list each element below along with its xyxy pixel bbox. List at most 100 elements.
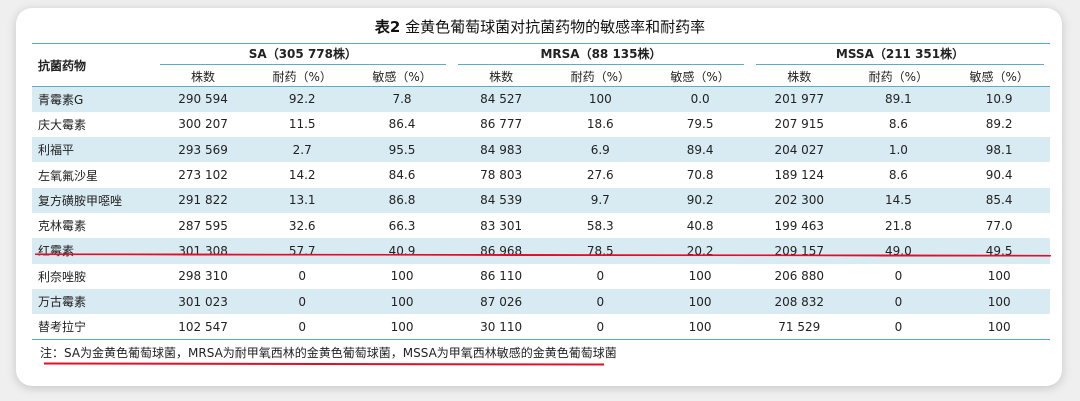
drug-name: 替考拉宁 [32, 314, 154, 340]
cell: 206 880 [774, 269, 825, 284]
cell: 8.6 [888, 117, 908, 132]
subheader-resistant: 耐药（%） [570, 69, 630, 84]
cell: 287 595 [178, 218, 228, 233]
cell: 86.4 [388, 117, 416, 132]
cell: 209 157 [750, 238, 849, 264]
table-row: 利奈唑胺 298 310 0 100 86 110 0 100 206 880 0 100 [32, 264, 1050, 289]
cell: 27.6 [586, 168, 614, 183]
cell: 78.5 [550, 238, 651, 264]
group-header-mrsa: MRSA（88 135株） [451, 43, 751, 66]
drug-name: 克林霉素 [38, 219, 87, 234]
cell: 89.2 [985, 117, 1013, 132]
cell: 291 822 [153, 187, 253, 213]
cell: 0 [848, 288, 949, 315]
cell: 85.4 [948, 187, 1050, 213]
cell: 189 124 [774, 168, 825, 183]
cell: 273 102 [178, 168, 228, 183]
drug-name: 复方磺胺甲噁唑 [32, 187, 154, 213]
cell: 57.7 [252, 238, 353, 264]
cell: 100 [987, 269, 1011, 284]
cell: 1.0 [848, 137, 949, 163]
cell: 298 310 [178, 269, 228, 284]
data-table: 抗菌药物 SA（305 778株） MRSA（88 135株） MSSA（211… [32, 43, 1050, 340]
cell: 102 547 [153, 314, 253, 340]
cell: 208 832 [750, 288, 849, 315]
cell: 86 968 [451, 238, 551, 264]
cell: 98.1 [948, 137, 1050, 163]
cell: 6.9 [550, 137, 651, 163]
drug-name: 庆大霉素 [38, 117, 87, 132]
cell: 14.2 [288, 168, 316, 183]
table-row: 替考拉宁 102 547 0 100 30 110 0 100 71 529 0 100 [32, 314, 1050, 340]
cell: 100 [688, 269, 712, 284]
cell: 90.2 [650, 187, 751, 213]
cell: 0.0 [650, 85, 751, 112]
cell: 0 [550, 314, 651, 340]
cell: 202 300 [750, 187, 849, 213]
cell: 18.6 [586, 117, 614, 132]
cell: 90.4 [985, 168, 1013, 183]
table-row: 利福平 293 569 2.7 95.5 84 983 6.9 89.4 204 027… [32, 137, 1050, 163]
drug-name: 青霉素G [32, 85, 154, 112]
cell: 84 983 [451, 137, 551, 163]
drug-name: 利奈唑胺 [38, 269, 87, 284]
subheader-resistant: 耐药（%） [868, 69, 929, 84]
cell: 20.2 [650, 238, 751, 264]
cell: 0 [252, 288, 353, 315]
cell: 58.3 [586, 218, 614, 233]
cell: 86 777 [480, 117, 523, 132]
cell: 9.7 [550, 187, 651, 213]
table-body: 青霉素G 290 594 92.2 7.8 84 527 100 0.0 201 977… [32, 85, 1050, 340]
cell: 89.4 [650, 137, 751, 163]
cell: 21.8 [885, 218, 912, 233]
cell: 77.0 [985, 218, 1013, 233]
cell: 100 [352, 314, 452, 340]
cell: 100 [650, 288, 751, 315]
cell: 30 110 [451, 314, 551, 340]
cell: 71 529 [750, 314, 849, 340]
cell: 7.8 [352, 85, 452, 112]
cell: 301 308 [153, 238, 253, 264]
table-number: 表2 [374, 18, 401, 36]
cell: 84 527 [451, 85, 551, 112]
group-header-mssa: MSSA（211 351株） [750, 43, 1050, 66]
cell: 79.5 [686, 117, 714, 132]
drug-name: 左氧氟沙星 [38, 168, 99, 183]
cell: 84 539 [451, 187, 551, 213]
cell: 95.5 [352, 137, 452, 163]
table-row: 克林霉素 287 595 32.6 66.3 83 301 58.3 40.8 199 … [32, 213, 1050, 238]
cell: 40.8 [686, 218, 714, 233]
table-row: 庆大霉素 300 207 11.5 86.4 86 777 18.6 79.5 207 … [32, 112, 1050, 137]
cell: 92.2 [252, 85, 353, 112]
subheader-count: 株数 [489, 69, 514, 84]
cell: 199 463 [774, 218, 825, 233]
cell: 293 569 [153, 137, 253, 163]
cell: 14.5 [848, 187, 949, 213]
table-caption: 金黄色葡萄球菌对抗菌药物的敏感率和耐药率 [405, 18, 706, 36]
cell: 49.5 [948, 238, 1050, 264]
cell: 204 027 [750, 137, 849, 163]
subheader-resistant: 耐药（%） [272, 69, 332, 84]
cell: 11.5 [288, 117, 316, 132]
cell: 70.8 [686, 168, 714, 183]
drug-name: 利福平 [32, 137, 154, 163]
cell: 301 023 [153, 288, 253, 315]
cell: 0 [894, 269, 903, 284]
subheader-sensitive: 敏感（%） [670, 69, 730, 84]
cell: 32.6 [288, 218, 316, 233]
drug-name: 万古霉素 [32, 288, 154, 315]
cell: 10.9 [948, 85, 1050, 112]
cell: 2.7 [252, 137, 353, 163]
drug-column-header: 抗菌药物 [32, 43, 154, 87]
cell: 78 803 [480, 168, 523, 183]
cell: 0 [550, 288, 651, 315]
cell: 87 026 [451, 288, 551, 315]
subheader-count: 株数 [787, 69, 812, 84]
cell: 100 [550, 85, 651, 112]
table-footnote: 注：SA为金黄色葡萄球菌，MRSA为耐甲氧西林的金黄色葡萄球菌，MSSA为甲氧西… [40, 346, 617, 360]
cell: 100 [352, 288, 452, 315]
cell: 0 [848, 314, 949, 340]
cell: 100 [390, 269, 414, 284]
cell: 100 [948, 314, 1050, 340]
table-row: 复方磺胺甲噁唑 291 822 13.1 86.8 84 539 9.7 90.2 20… [32, 187, 1050, 213]
